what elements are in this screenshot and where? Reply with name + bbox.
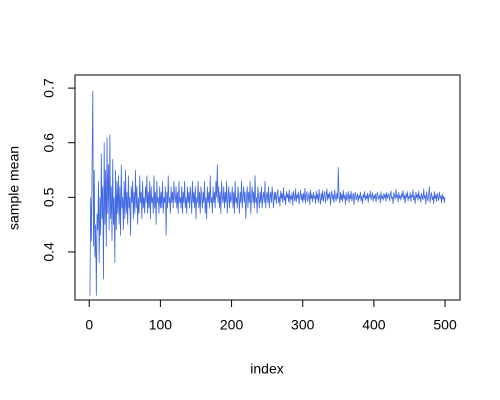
y-tick-label: 0.4 bbox=[41, 242, 57, 262]
data-line bbox=[89, 90, 446, 296]
x-axis-label: index bbox=[250, 361, 283, 377]
x-tick-label: 0 bbox=[85, 317, 93, 333]
x-tick-label: 500 bbox=[433, 317, 457, 333]
y-tick-label: 0.6 bbox=[41, 133, 57, 153]
y-tick-label: 0.5 bbox=[41, 187, 57, 207]
x-tick-label: 200 bbox=[220, 317, 244, 333]
x-tick-label: 100 bbox=[149, 317, 173, 333]
plot-frame bbox=[74, 74, 461, 301]
x-tick-label: 300 bbox=[291, 317, 315, 333]
y-axis-label: sample mean bbox=[6, 146, 22, 230]
x-tick-label: 400 bbox=[362, 317, 386, 333]
y-tick-label: 0.7 bbox=[41, 78, 57, 98]
